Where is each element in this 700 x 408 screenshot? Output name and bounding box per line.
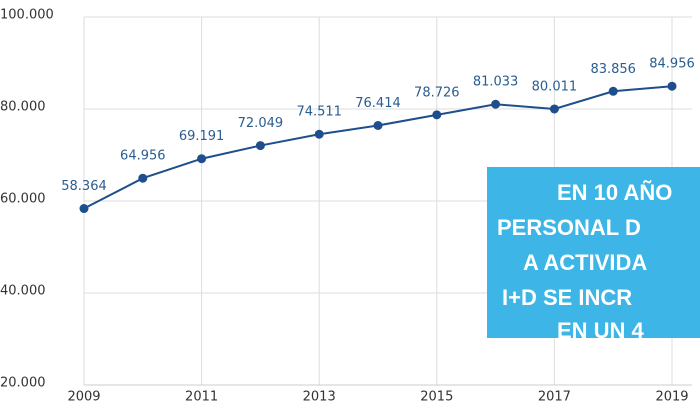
annotation-text: A ACTIVIDA — [523, 250, 647, 275]
point — [432, 110, 442, 120]
point — [255, 141, 265, 151]
point — [373, 120, 383, 130]
value-label: 72.049 — [238, 116, 284, 131]
value-label: 81.033 — [473, 75, 519, 90]
y-tick-label: 60.000 — [0, 192, 46, 207]
value-label: 80.011 — [532, 79, 578, 94]
x-tick-label: 2019 — [655, 390, 688, 405]
annotation-text: PERSONAL D — [497, 215, 641, 240]
point — [314, 129, 324, 139]
annotation-text: EN UN 4 — [557, 318, 645, 343]
point — [491, 99, 501, 109]
value-label: 74.511 — [296, 105, 342, 120]
point — [79, 204, 89, 214]
x-tick-label: 2017 — [538, 390, 571, 405]
value-label: 83.856 — [590, 62, 636, 77]
point — [197, 154, 207, 164]
value-label: 78.726 — [414, 85, 460, 100]
y-tick-label: 40.000 — [0, 284, 46, 299]
annotation-text: EN 10 AÑO — [557, 180, 672, 205]
x-tick-label: 2015 — [420, 390, 453, 405]
value-label: 64.956 — [120, 149, 166, 164]
value-label: 58.364 — [61, 179, 107, 194]
point — [608, 86, 618, 96]
x-tick-label: 2013 — [303, 390, 336, 405]
point — [667, 81, 677, 91]
x-tick-label: 2009 — [67, 390, 100, 405]
point — [549, 104, 559, 114]
annotation-box — [487, 167, 700, 338]
value-label: 84.956 — [649, 57, 695, 72]
annotation-text: I+D SE INCR — [502, 285, 632, 310]
value-label: 69.191 — [179, 129, 225, 144]
y-tick-label: 80.000 — [0, 100, 46, 115]
point — [138, 173, 148, 183]
x-tick-label: 2011 — [185, 390, 218, 405]
y-tick-label: 100.000 — [0, 8, 54, 23]
y-tick-label: 20.000 — [0, 376, 46, 391]
value-label: 76.414 — [355, 96, 401, 111]
